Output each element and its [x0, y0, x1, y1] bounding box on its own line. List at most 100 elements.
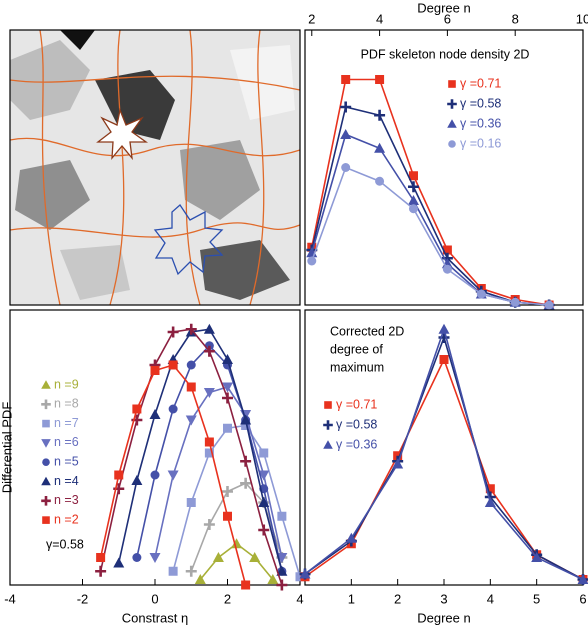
- chart-title: degree of: [330, 342, 383, 356]
- marker: [185, 565, 197, 577]
- x-tick-label: -2: [77, 591, 89, 606]
- marker: [114, 470, 124, 480]
- legend-marker: [41, 399, 51, 410]
- marker: [231, 538, 243, 549]
- marker: [407, 195, 419, 205]
- marker: [341, 163, 351, 172]
- marker: [408, 171, 418, 181]
- marker: [222, 486, 233, 497]
- star-outline: [153, 204, 224, 276]
- series-line: [311, 133, 550, 306]
- legend-label: γ =0.71: [336, 397, 377, 411]
- legend-label: n =4: [54, 474, 79, 488]
- legend-marker: [42, 419, 50, 428]
- legend-marker: [323, 420, 333, 430]
- x-tick-label: 6: [579, 591, 586, 606]
- marker: [240, 477, 252, 489]
- marker: [240, 414, 252, 425]
- marker: [131, 475, 143, 485]
- marker: [577, 574, 588, 584]
- marker: [277, 511, 287, 521]
- x-tick-label: 6: [444, 11, 451, 26]
- x-axis-label: Degree n: [417, 0, 470, 15]
- star-outline: [96, 107, 149, 161]
- marker: [241, 421, 251, 430]
- marker: [149, 409, 161, 419]
- x-tick-label: 4: [296, 591, 303, 606]
- marker: [295, 572, 305, 582]
- marker: [299, 568, 311, 579]
- marker: [150, 366, 160, 375]
- marker: [476, 289, 486, 299]
- marker: [439, 355, 449, 364]
- marker: [150, 470, 160, 480]
- marker: [442, 245, 452, 255]
- image-region: [60, 30, 95, 50]
- x-tick-label: 2: [394, 591, 401, 606]
- legend-label: γ =0.36: [336, 437, 377, 451]
- image-region: [10, 40, 90, 120]
- marker: [267, 574, 279, 584]
- legend-label: n =5: [54, 454, 79, 468]
- marker: [276, 565, 288, 576]
- marker: [113, 557, 125, 568]
- marker: [408, 204, 418, 214]
- marker: [186, 382, 196, 392]
- annotation: γ=0.58: [46, 537, 84, 551]
- legend-marker: [448, 140, 456, 148]
- chart-title: maximum: [330, 360, 384, 374]
- legend-marker: [324, 401, 332, 409]
- marker: [203, 388, 215, 398]
- x-tick-label: 8: [512, 11, 519, 26]
- plot-frame: [304, 29, 584, 306]
- image-region: [95, 70, 175, 140]
- marker: [212, 552, 224, 562]
- marker: [96, 553, 106, 562]
- marker: [167, 470, 179, 481]
- legend-marker: [41, 476, 51, 486]
- marker: [223, 423, 232, 433]
- marker: [185, 323, 197, 335]
- chart-title: Corrected 2D: [330, 324, 404, 338]
- skeleton-lines: [9, 29, 301, 306]
- image-region: [60, 245, 130, 300]
- marker: [374, 109, 386, 121]
- series-line: [304, 357, 584, 581]
- marker: [186, 360, 196, 370]
- marker: [258, 524, 270, 536]
- series-line: [154, 386, 283, 558]
- legend-label: γ =0.16: [460, 136, 501, 150]
- marker: [544, 300, 554, 310]
- marker: [531, 552, 543, 562]
- legend-label: n =2: [54, 512, 79, 526]
- marker: [204, 448, 214, 458]
- series-line: [117, 328, 283, 572]
- marker: [203, 345, 215, 357]
- series-line: [311, 166, 550, 306]
- marker: [204, 437, 214, 447]
- x-tick-label: -4: [4, 591, 16, 606]
- series-line: [310, 78, 550, 306]
- legend-marker: [41, 380, 51, 389]
- marker: [340, 129, 352, 139]
- x-tick-label: 2: [224, 591, 231, 606]
- x-tick-label: 4: [487, 591, 494, 606]
- marker: [258, 470, 270, 481]
- marker: [132, 553, 142, 562]
- x-tick-label: 10: [576, 11, 588, 26]
- marker: [222, 354, 233, 364]
- marker: [259, 448, 269, 458]
- marker: [203, 519, 215, 530]
- marker: [240, 455, 252, 467]
- x-tick-label: 2: [308, 11, 315, 26]
- marker: [95, 565, 107, 577]
- skeleton-image: [9, 29, 301, 306]
- legend-marker: [448, 80, 456, 88]
- marker: [203, 323, 215, 334]
- image-frame: [9, 29, 301, 306]
- image-region: [180, 140, 260, 220]
- marker: [375, 75, 385, 84]
- marker: [167, 326, 179, 338]
